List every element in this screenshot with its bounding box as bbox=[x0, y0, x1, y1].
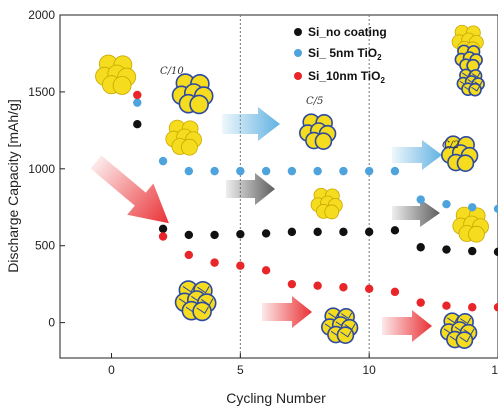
data-point-series-2 bbox=[236, 261, 245, 270]
particle-cluster-icon bbox=[310, 187, 343, 220]
data-point-series-0 bbox=[158, 224, 168, 233]
y-tick-label: 1500 bbox=[28, 85, 55, 99]
annotation-c2: C/2 bbox=[442, 140, 459, 151]
data-point-series-0 bbox=[236, 229, 245, 239]
red-arrow-icon bbox=[90, 155, 169, 224]
data-point-series-2 bbox=[468, 303, 477, 312]
data-point-series-0 bbox=[210, 230, 219, 240]
y-tick-label: 0 bbox=[48, 316, 55, 330]
particle-cluster-icon bbox=[456, 68, 485, 97]
particle-illustrations bbox=[95, 24, 489, 350]
legend-subscript: 2 bbox=[380, 76, 385, 85]
x-tick-label: 15 bbox=[491, 363, 498, 377]
data-point-series-2 bbox=[210, 258, 219, 267]
x-axis-label: Cycling Number bbox=[226, 390, 326, 406]
data-point-series-1 bbox=[442, 199, 451, 209]
legend-marker-10nm bbox=[294, 72, 302, 80]
data-point-series-2 bbox=[390, 287, 400, 297]
data-point-series-2 bbox=[184, 250, 194, 260]
data-point-series-1 bbox=[287, 166, 297, 176]
x-tick-label: 10 bbox=[362, 363, 376, 377]
data-point-series-0 bbox=[313, 227, 322, 237]
x-tick-label: 5 bbox=[237, 363, 244, 377]
red-arrow-icon bbox=[262, 296, 312, 328]
legend-label-5nm: Si_ 5nm TiO2 bbox=[308, 46, 382, 62]
data-point-series-0 bbox=[442, 245, 451, 254]
plot-frame bbox=[59, 14, 498, 359]
particle-cluster-icon bbox=[439, 312, 478, 350]
particle-cluster-icon bbox=[320, 307, 359, 345]
reference-lines bbox=[239, 15, 370, 358]
gray-arrow-icon bbox=[392, 199, 440, 227]
data-point-series-2 bbox=[133, 90, 142, 100]
data-point-series-1 bbox=[468, 203, 477, 212]
data-point-series-0 bbox=[416, 243, 425, 252]
particle-cluster-icon bbox=[171, 73, 214, 115]
particle-cluster-icon bbox=[298, 113, 337, 150]
legend-marker-no-coating bbox=[294, 28, 302, 36]
particle-cluster-icon bbox=[440, 135, 479, 172]
data-point-series-0 bbox=[468, 246, 477, 256]
y-tick-label: 2000 bbox=[28, 8, 55, 22]
data-point-series-0 bbox=[339, 227, 348, 237]
x-axis: 0 5 10 15 bbox=[108, 353, 498, 377]
data-point-series-2 bbox=[442, 301, 451, 310]
data-point-series-2 bbox=[158, 232, 168, 241]
particle-cluster-icon bbox=[454, 44, 483, 73]
data-point-series-1 bbox=[364, 166, 374, 176]
data-point-series-0 bbox=[287, 227, 297, 237]
data-point-series-1 bbox=[416, 195, 425, 204]
gray-arrow-icon bbox=[226, 173, 275, 205]
data-point-series-0 bbox=[390, 226, 400, 235]
data-point-series-2 bbox=[287, 279, 297, 289]
particle-cluster-icon bbox=[165, 119, 202, 156]
data-point-series-1 bbox=[313, 166, 322, 176]
particle-cluster-icon bbox=[174, 280, 217, 322]
y-tick-label: 500 bbox=[35, 239, 55, 253]
y-tick-label: 1000 bbox=[28, 162, 55, 176]
annotation-c10: C/10 bbox=[160, 66, 184, 77]
data-points bbox=[133, 90, 498, 312]
y-axis: 0 500 1000 1500 2000 bbox=[28, 8, 65, 330]
data-point-series-0 bbox=[184, 230, 194, 240]
particle-cluster-icon bbox=[452, 206, 489, 243]
y-axis-label: Discharge Capacity [mAh/g] bbox=[5, 99, 21, 273]
legend-label-10nm: Si_10nm TiO2 bbox=[308, 69, 385, 85]
data-point-series-0 bbox=[133, 120, 142, 129]
x-tick-label: 0 bbox=[108, 363, 115, 377]
legend-label-no-coating: Si_no coating bbox=[308, 25, 387, 39]
blue-arrow-icon bbox=[392, 140, 442, 170]
data-point-series-0 bbox=[493, 247, 498, 257]
data-point-series-1 bbox=[158, 156, 168, 166]
blue-arrow-icon bbox=[222, 107, 280, 141]
particle-cluster-icon bbox=[95, 54, 137, 95]
data-point-series-1 bbox=[390, 166, 400, 176]
legend: Si_no coating Si_ 5nm TiO2 Si_10nm TiO2 bbox=[294, 25, 387, 85]
data-point-series-1 bbox=[184, 166, 194, 176]
data-point-series-1 bbox=[261, 166, 271, 176]
data-point-series-1 bbox=[339, 166, 348, 176]
data-point-series-1 bbox=[236, 166, 245, 176]
data-point-series-2 bbox=[416, 298, 425, 307]
annotation-c5: C/5 bbox=[306, 96, 323, 107]
data-point-series-0 bbox=[261, 229, 271, 238]
data-point-series-2 bbox=[313, 281, 322, 290]
red-arrow-icon bbox=[382, 310, 432, 342]
data-point-series-2 bbox=[364, 284, 374, 293]
data-point-series-0 bbox=[364, 227, 374, 237]
legend-marker-5nm bbox=[294, 49, 302, 57]
illustration-arrows bbox=[90, 107, 442, 342]
data-point-series-2 bbox=[261, 266, 271, 275]
legend-subscript: 2 bbox=[377, 53, 382, 62]
data-point-series-1 bbox=[493, 204, 498, 214]
data-point-series-1 bbox=[210, 166, 219, 176]
data-point-series-2 bbox=[493, 303, 498, 312]
data-point-series-1 bbox=[133, 98, 142, 107]
data-point-series-2 bbox=[339, 283, 348, 292]
